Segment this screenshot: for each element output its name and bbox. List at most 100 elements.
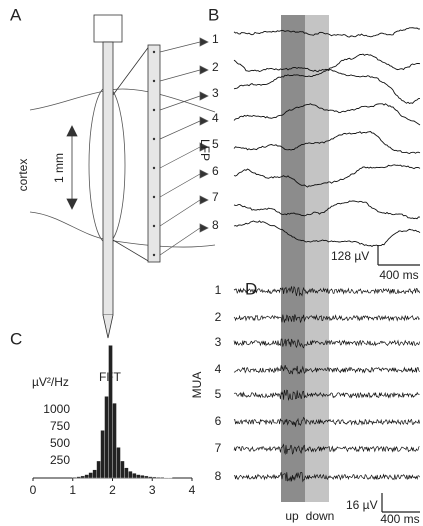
arrow-head [199,223,209,233]
arrow-line [159,120,201,140]
mua-trace [233,389,420,402]
bar [76,476,81,479]
mua-scale-bar [381,493,420,513]
bar [120,460,125,479]
lfp-trace [233,200,421,220]
bar [128,471,133,479]
axis-label: LFP [198,139,212,161]
axis-label: MUA [190,372,204,399]
site-dot [152,253,156,257]
channel-arrows [159,37,209,256]
scale-t: 400 ms [380,512,419,526]
panel-label: D [245,279,257,298]
scale-v: 128 µV [331,249,369,263]
channel-label: 7 [215,441,222,455]
up-band [281,15,305,502]
bar [148,476,153,479]
channel-label: 6 [215,414,222,428]
arrow-line [159,41,201,53]
mua-trace [233,314,420,324]
channel-label: 3 [212,86,219,100]
bar [140,475,145,479]
site-dot [152,137,156,141]
site-dot [152,79,156,83]
y-tick-label: 500 [50,436,70,450]
lfp-trace [233,131,421,154]
x-tick-label: 3 [149,483,156,497]
mua-trace [233,443,420,456]
arrow-line [159,95,201,111]
arrow-line [159,69,201,82]
channel-label: 7 [212,190,219,204]
lfp-trace [233,220,421,247]
bar [152,476,157,479]
y-tick-label: 1000 [43,402,70,416]
mua-trace [233,365,420,375]
arrow-line [159,199,201,227]
site-dot [152,166,156,170]
channel-label: 4 [212,111,219,125]
scale-v: 16 µV [346,498,378,512]
bar [112,403,117,479]
down-band [305,15,329,502]
bar [144,475,149,479]
lfp-scale-bar [377,245,420,266]
bar [96,460,101,479]
mua-trace [233,285,420,297]
arrow-head [199,169,209,179]
x-tick-label: 2 [109,483,116,497]
bar [108,345,113,479]
panel-label: A [10,5,22,24]
arrow-line [159,146,201,169]
lfp-trace [233,69,420,105]
arrow-head [199,91,209,101]
lfp-trace [233,103,421,126]
panel-label: B [208,5,219,24]
lfp-trace [233,164,421,188]
x-tick-label: 4 [189,483,196,497]
channel-label: 4 [215,362,222,376]
arrow-head [199,37,209,47]
arrow-head [199,65,209,75]
arrow-line [159,227,201,256]
channel-label: 1 [215,283,222,297]
scale-label: 1 mm [52,153,66,183]
panel-label: C [10,329,22,348]
bar [136,474,141,479]
down-label: down [306,509,335,523]
y-tick-label: 750 [50,419,70,433]
channel-label: 8 [212,218,219,232]
up-label: up [285,509,299,523]
channel-label: 1 [212,32,219,46]
arrow-head [199,116,209,126]
x-tick-label: 0 [30,483,37,497]
bar [124,467,129,479]
x-tick-label: 1 [69,483,76,497]
y-tick-label: 250 [50,453,70,467]
y-axis-label: µV²/Hz [32,375,69,389]
channel-label: 2 [215,310,222,324]
bar [132,473,137,479]
scale-t: 400 ms [379,268,418,282]
channel-label: 5 [212,137,219,151]
mua-trace [233,471,420,483]
cortex-label: cortex [16,159,30,192]
mua-trace [233,338,420,349]
lfp-trace [233,27,421,38]
channel-label: 6 [212,164,219,178]
bar [80,475,85,479]
channel-label: 8 [215,469,222,483]
bar [104,396,109,479]
site-dot [152,195,156,199]
bar [160,477,165,479]
site-dot [152,108,156,112]
arrow-head [199,142,209,152]
site-dot [152,224,156,228]
bar [116,447,121,479]
arrow-head [199,195,209,205]
channel-label: 3 [215,335,222,349]
channel-label: 5 [215,387,222,401]
mua-trace [233,416,420,427]
bar [92,469,97,479]
